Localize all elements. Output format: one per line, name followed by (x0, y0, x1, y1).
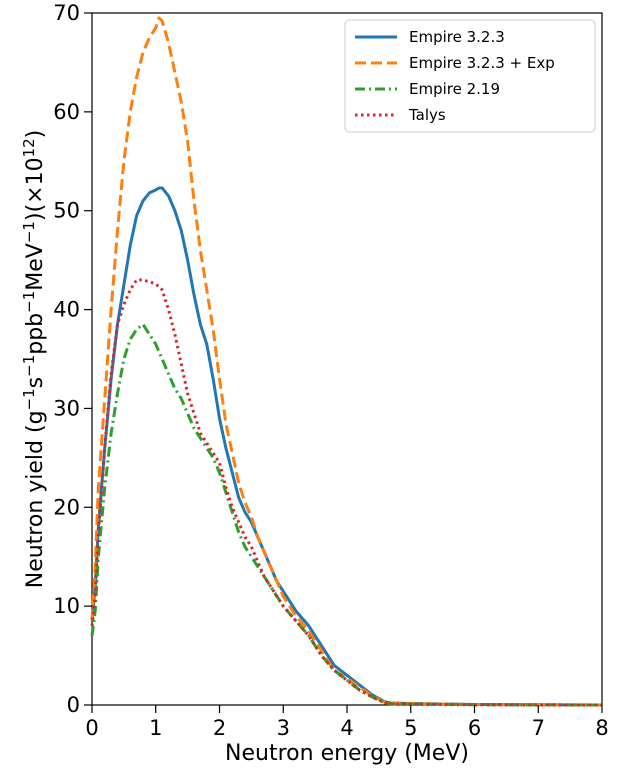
y-tick-label: 70 (53, 1, 80, 25)
x-tick-label: 2 (213, 716, 226, 740)
y-tick-label: 20 (53, 495, 80, 519)
x-tick-label: 1 (149, 716, 162, 740)
x-tick-label: 5 (404, 716, 417, 740)
x-tick-label: 4 (340, 716, 353, 740)
x-tick-label: 3 (277, 716, 290, 740)
y-tick-label: 10 (53, 594, 80, 618)
series-line-1 (90, 16, 603, 707)
y-tick-label: 60 (53, 100, 80, 124)
legend-label-2: Empire 2.19 (409, 80, 500, 98)
series-line-2 (90, 322, 603, 707)
series-line-0 (90, 186, 603, 707)
legend-label-0: Empire 3.2.3 (409, 28, 505, 46)
x-axis-ticks: 0 1 2 3 4 5 6 7 8 (85, 705, 609, 740)
y-tick-label: 0 (67, 693, 80, 717)
y-tick-label: 40 (53, 298, 80, 322)
y-tick-label: 30 (53, 396, 80, 420)
series-line-3 (90, 278, 603, 707)
y-tick-label: 50 (53, 199, 80, 223)
legend-items: Empire 3.2.3 Empire 3.2.3 + Exp Empire 2.1… (355, 28, 555, 124)
x-tick-label: 6 (468, 716, 481, 740)
legend-label-1: Empire 3.2.3 + Exp (409, 54, 555, 72)
legend-label-3: Talys (408, 106, 446, 124)
x-tick-label: 8 (595, 716, 608, 740)
x-tick-label: 0 (85, 716, 98, 740)
series-layer (90, 16, 603, 707)
legend-box (344, 19, 596, 133)
y-axis-ticks: 0 10 20 30 40 50 60 70 (53, 1, 92, 717)
legend: Empire 3.2.3 Empire 3.2.3 + Exp Empire 2.1… (344, 19, 596, 133)
y-axis-title: Neutron yield (g−1s−1ppb−1MeV−1)(×1012) (20, 130, 48, 589)
x-tick-label: 7 (532, 716, 545, 740)
x-axis-title: Neutron energy (MeV) (225, 741, 469, 766)
